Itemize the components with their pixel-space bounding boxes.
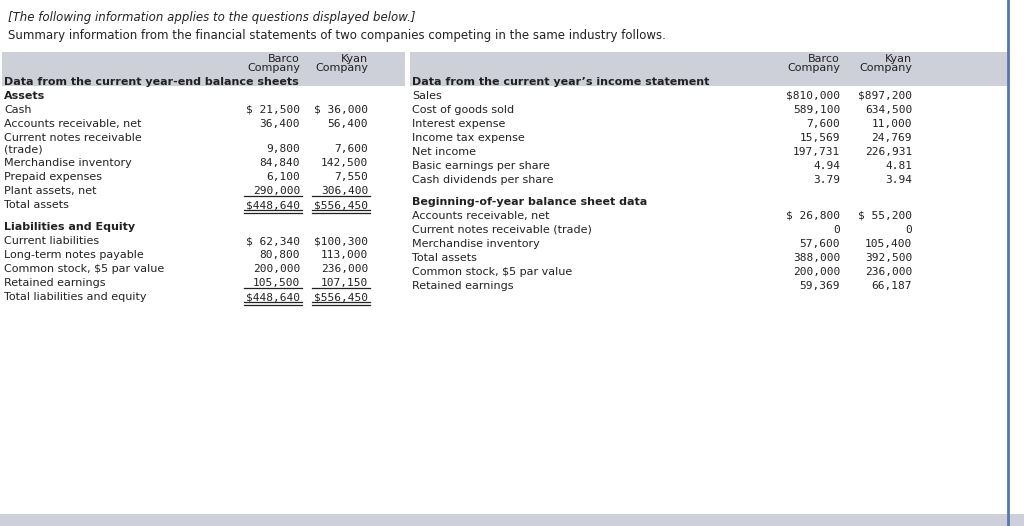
Text: Retained earnings: Retained earnings [412,281,513,291]
Text: 80,800: 80,800 [259,250,300,260]
Text: Data from the current year-end balance sheets: Data from the current year-end balance s… [4,77,299,87]
Text: Company: Company [247,63,300,73]
Text: Summary information from the financial statements of two companies competing in : Summary information from the financial s… [8,29,666,42]
Text: Common stock, $5 par value: Common stock, $5 par value [412,267,572,277]
Text: Basic earnings per share: Basic earnings per share [412,161,550,171]
Text: $448,640: $448,640 [246,292,300,302]
Text: $ 36,000: $ 36,000 [314,105,368,115]
Text: 634,500: 634,500 [864,105,912,115]
Text: $ 21,500: $ 21,500 [246,105,300,115]
Text: Total assets: Total assets [4,200,69,210]
Text: 7,600: 7,600 [334,144,368,154]
Text: Current notes receivable: Current notes receivable [4,133,141,143]
Bar [410,52,1010,86]
Text: 7,550: 7,550 [334,172,368,182]
Text: Total assets: Total assets [412,253,477,263]
Text: Merchandise inventory: Merchandise inventory [4,158,132,168]
Text: 142,500: 142,500 [321,158,368,168]
Text: 7,600: 7,600 [806,119,840,129]
Text: Current liabilities: Current liabilities [4,236,99,246]
Text: Total liabilities and equity: Total liabilities and equity [4,292,146,302]
Bar [0,514,1024,526]
Text: $ 26,800: $ 26,800 [786,211,840,221]
Text: 236,000: 236,000 [864,267,912,277]
Text: 15,569: 15,569 [800,133,840,143]
Text: Beginning-of-year balance sheet data: Beginning-of-year balance sheet data [412,197,647,207]
Text: 3.79: 3.79 [813,175,840,185]
Text: Current notes receivable (trade): Current notes receivable (trade) [412,225,592,235]
Text: 113,000: 113,000 [321,250,368,260]
Text: 105,500: 105,500 [253,278,300,288]
Text: Prepaid expenses: Prepaid expenses [4,172,102,182]
Bar [2,52,406,86]
Text: [The following information applies to the questions displayed below.]: [The following information applies to th… [8,11,416,24]
Text: Barco: Barco [268,54,300,64]
Text: Cash: Cash [4,105,32,115]
Text: 306,400: 306,400 [321,186,368,196]
Text: Long-term notes payable: Long-term notes payable [4,250,143,260]
Text: Plant assets, net: Plant assets, net [4,186,96,196]
Text: Accounts receivable, net: Accounts receivable, net [4,119,141,129]
Text: $556,450: $556,450 [314,200,368,210]
Text: Company: Company [859,63,912,73]
Text: Liabilities and Equity: Liabilities and Equity [4,222,135,232]
Text: 200,000: 200,000 [253,264,300,274]
Text: 388,000: 388,000 [793,253,840,263]
Text: Accounts receivable, net: Accounts receivable, net [412,211,550,221]
Text: 105,400: 105,400 [864,239,912,249]
Text: 24,769: 24,769 [871,133,912,143]
Text: 3.94: 3.94 [885,175,912,185]
Text: Data from the current year’s income statement: Data from the current year’s income stat… [412,77,710,87]
Text: $897,200: $897,200 [858,91,912,101]
Text: $448,640: $448,640 [246,200,300,210]
Text: 226,931: 226,931 [864,147,912,157]
Text: $ 55,200: $ 55,200 [858,211,912,221]
Text: 107,150: 107,150 [321,278,368,288]
Text: 197,731: 197,731 [793,147,840,157]
Text: 66,187: 66,187 [871,281,912,291]
Text: Company: Company [315,63,368,73]
Text: Cash dividends per share: Cash dividends per share [412,175,554,185]
Text: $810,000: $810,000 [786,91,840,101]
Text: Kyan: Kyan [341,54,368,64]
Text: $556,450: $556,450 [314,292,368,302]
Text: 392,500: 392,500 [864,253,912,263]
Text: Barco: Barco [808,54,840,64]
Text: $ 62,340: $ 62,340 [246,236,300,246]
Text: Interest expense: Interest expense [412,119,506,129]
Text: 9,800: 9,800 [266,144,300,154]
Text: $100,300: $100,300 [314,236,368,246]
Text: Cost of goods sold: Cost of goods sold [412,105,514,115]
Text: 290,000: 290,000 [253,186,300,196]
Text: Merchandise inventory: Merchandise inventory [412,239,540,249]
Text: Company: Company [787,63,840,73]
Text: 4.94: 4.94 [813,161,840,171]
Text: Kyan: Kyan [885,54,912,64]
Text: 56,400: 56,400 [328,119,368,129]
Text: Common stock, $5 par value: Common stock, $5 par value [4,264,164,274]
Text: (trade): (trade) [4,144,43,154]
Text: 589,100: 589,100 [793,105,840,115]
Text: Sales: Sales [412,91,441,101]
Text: 36,400: 36,400 [259,119,300,129]
Text: 0: 0 [834,225,840,235]
Text: 11,000: 11,000 [871,119,912,129]
Text: 236,000: 236,000 [321,264,368,274]
Text: 59,369: 59,369 [800,281,840,291]
Text: 6,100: 6,100 [266,172,300,182]
Text: 0: 0 [905,225,912,235]
Text: 4.81: 4.81 [885,161,912,171]
Text: 84,840: 84,840 [259,158,300,168]
Text: Retained earnings: Retained earnings [4,278,105,288]
Text: Assets: Assets [4,91,45,101]
Text: 200,000: 200,000 [793,267,840,277]
Text: 57,600: 57,600 [800,239,840,249]
Text: Net income: Net income [412,147,476,157]
Text: Income tax expense: Income tax expense [412,133,524,143]
